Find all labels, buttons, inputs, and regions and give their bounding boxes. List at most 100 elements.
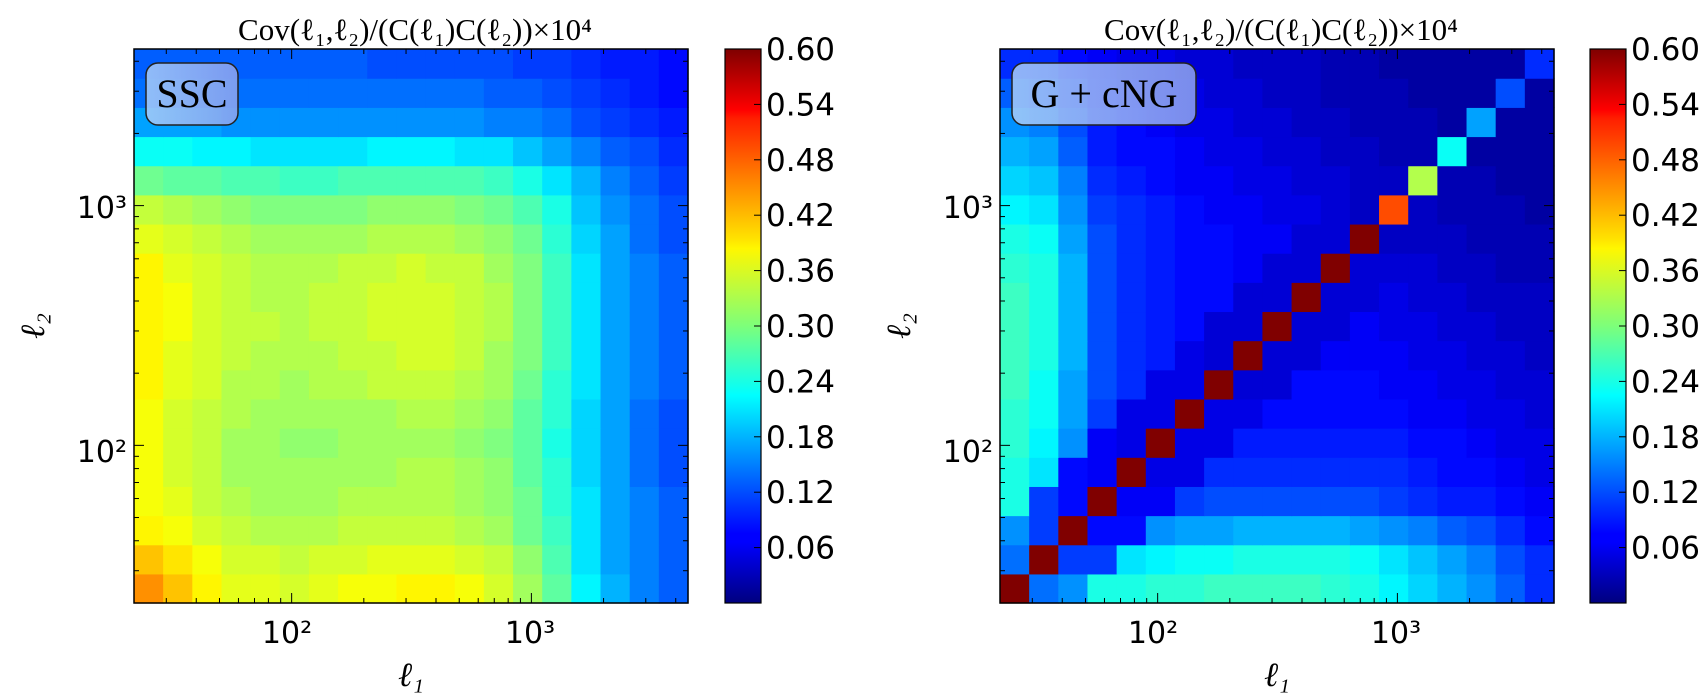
heatmap-cell [367, 544, 398, 575]
heatmap-cell [1058, 515, 1089, 546]
x-tick-label: 10² [1128, 616, 1178, 651]
heatmap-cell [571, 49, 602, 79]
heatmap-cell [1495, 398, 1526, 429]
heatmap-cell [1408, 78, 1438, 108]
heatmap-cell [192, 223, 223, 254]
heatmap-cell [1349, 369, 1380, 400]
colorbar: 0.06 0.12 0.18 0.24 0.30 0.36 0.42 0.48 0.54 0.60 [1589, 32, 1700, 604]
heatmap-cell [1495, 194, 1526, 225]
heatmap-cell [658, 136, 689, 167]
heatmap-cell [1174, 282, 1205, 313]
heatmap-cell [308, 457, 339, 487]
heatmap-cell [1145, 515, 1176, 546]
heatmap-cell [134, 428, 164, 458]
heatmap-cell [1087, 136, 1118, 167]
heatmap-cell [1233, 544, 1264, 575]
heatmap-cell [308, 486, 339, 517]
heatmap-cell [308, 253, 339, 283]
heatmap-cell [338, 282, 368, 313]
heatmap-cell [1379, 253, 1409, 283]
heatmap-cell [250, 223, 281, 254]
heatmap-cell [1408, 544, 1438, 575]
heatmap-cell [221, 136, 252, 167]
heatmap-cell [279, 49, 310, 79]
heatmap-cell [600, 282, 631, 313]
heatmap-cell [250, 369, 281, 400]
heatmap-cell [1466, 253, 1497, 283]
heatmap-cell [1379, 107, 1409, 138]
heatmap-cell [425, 107, 456, 138]
heatmap-cell [1116, 223, 1147, 254]
heatmap-cell [425, 573, 456, 604]
heatmap-cell [1349, 398, 1380, 429]
colorbar-tick-label: 0.42 [1631, 198, 1700, 234]
heatmap-cell [1145, 223, 1176, 254]
heatmap-cell [250, 194, 281, 225]
heatmap-cell [1349, 486, 1380, 517]
heatmap-cell [1174, 311, 1205, 342]
heatmap-cell [250, 340, 281, 371]
heatmap-cell [454, 165, 485, 196]
heatmap-cell [1116, 136, 1147, 167]
heatmap-cell [134, 486, 164, 517]
heatmap-cell [1174, 223, 1205, 254]
heatmap-cell [1437, 573, 1468, 604]
heatmap-cell [1466, 573, 1497, 604]
heatmap-cell [1204, 253, 1234, 283]
heatmap-cell [542, 573, 572, 604]
heatmap-cell [454, 282, 485, 313]
x-axis-label: ℓ₁ [1264, 657, 1290, 694]
heatmap-cell [1029, 311, 1059, 342]
heatmap-cell [221, 428, 252, 458]
colorbar: 0.06 0.12 0.18 0.24 0.30 0.36 0.42 0.48 0.54 0.60 [724, 32, 835, 604]
heatmap-cell [1116, 311, 1147, 342]
heatmap-cell [1495, 369, 1526, 400]
heatmap-cell [1291, 486, 1322, 517]
heatmap-cell [1524, 428, 1555, 458]
heatmap-cell [1291, 340, 1322, 371]
heatmap-cell [600, 78, 631, 108]
heatmap-cell [1291, 194, 1322, 225]
heatmap-cell [600, 165, 631, 196]
heatmap-cell [1116, 398, 1147, 429]
heatmap-cell [1320, 311, 1351, 342]
heatmap-cell [1116, 253, 1147, 283]
heatmap-cell [250, 253, 281, 283]
heatmap-cell [367, 78, 398, 108]
heatmap-cell [192, 486, 223, 517]
colorbar-tick-label: 0.06 [766, 531, 835, 567]
heatmap-cell [1000, 340, 1030, 371]
heatmap-cell [1116, 486, 1147, 517]
heatmap-cell [367, 107, 398, 138]
heatmap-cell [1000, 165, 1030, 196]
heatmap-cell [1087, 165, 1118, 196]
heatmap-cell [1320, 398, 1351, 429]
heatmap-cell [308, 223, 339, 254]
heatmap-cell [600, 457, 631, 487]
heatmap-cell [308, 369, 339, 400]
heatmap-cell [163, 223, 193, 254]
heatmap-cell [1087, 340, 1118, 371]
heatmap-cell [1262, 573, 1293, 604]
heatmap-cell [658, 573, 689, 604]
heatmap-cell [513, 253, 543, 283]
colorbar-tick-label: 0.24 [1631, 364, 1700, 400]
heatmap-cell [513, 428, 543, 458]
heatmap-cell [1000, 544, 1030, 575]
heatmap-cell [1466, 78, 1497, 108]
heatmap-cell [483, 223, 514, 254]
heatmap-cell [1174, 136, 1205, 167]
heatmap-cell [629, 78, 660, 108]
heatmap-cell [134, 136, 164, 167]
heatmap-cell [396, 457, 427, 487]
heatmap-cell [1320, 544, 1351, 575]
heatmap-cell [425, 194, 456, 225]
heatmap-cell [1524, 49, 1555, 79]
heatmap-cell [1262, 428, 1293, 458]
heatmap-cell [454, 136, 485, 167]
heatmap-cell [1466, 223, 1497, 254]
heatmap-cell [600, 428, 631, 458]
heatmap-cell [1349, 311, 1380, 342]
heatmap-cell [308, 194, 339, 225]
heatmap-cell [425, 398, 456, 429]
